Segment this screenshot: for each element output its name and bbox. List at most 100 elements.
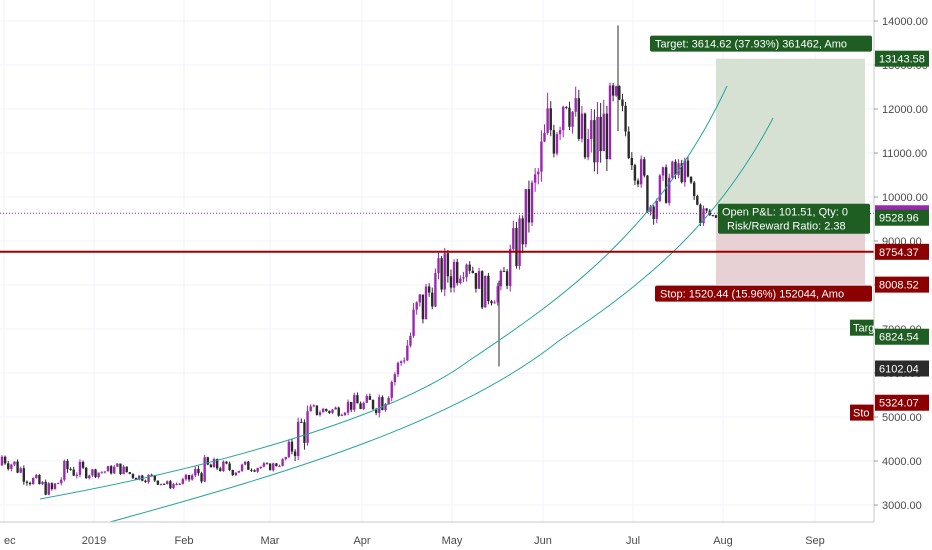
x-tick-label: Mar — [261, 535, 280, 547]
price-marker-bg — [875, 50, 929, 67]
candle-body — [527, 189, 531, 223]
candle-body — [387, 397, 390, 404]
price-marker-bg — [875, 394, 929, 411]
candle-body — [206, 457, 209, 465]
candle-body — [371, 399, 375, 409]
candle-body — [409, 335, 412, 346]
candle-body — [22, 468, 26, 482]
candle-body — [91, 469, 94, 476]
candle-body — [197, 468, 200, 474]
x-tick-label: Aug — [713, 535, 733, 547]
candle-body — [50, 483, 54, 490]
candle-body — [593, 120, 596, 163]
candle-body — [321, 408, 325, 413]
candlestick-series — [0, 25, 718, 496]
candle-body — [671, 161, 674, 178]
price-marker-bg — [875, 209, 929, 226]
price-marker: 13143.58 — [879, 54, 925, 66]
candle-body — [331, 409, 334, 413]
candle-body — [431, 292, 434, 307]
candle-body — [418, 294, 421, 303]
y-tick-label: 5000.00 — [882, 412, 922, 424]
candle-body — [172, 484, 175, 489]
position-labels: Target: 3614.62 (37.93%) 361462, Amo Stop… — [650, 35, 874, 421]
x-tick-label: Jul — [626, 535, 640, 547]
candle-body — [399, 361, 403, 363]
side-label-bg — [850, 319, 874, 336]
candle-body — [19, 468, 22, 473]
trend-channel — [39, 85, 774, 523]
y-axis: 3000.004000.005000.006000.007000.008000.… — [873, 0, 929, 522]
candle-body — [702, 208, 705, 224]
candle-body — [35, 475, 38, 478]
candle-body — [256, 468, 259, 472]
candle-body — [446, 253, 450, 277]
side-label-bg — [850, 404, 874, 421]
candle-body — [505, 271, 509, 286]
candle-body — [396, 362, 400, 375]
candle-body — [222, 461, 225, 472]
candle-body — [116, 463, 119, 467]
candle-body — [393, 374, 397, 382]
candle-body — [53, 483, 57, 490]
candle-body — [94, 469, 97, 478]
candle-body — [166, 481, 169, 484]
candle-body — [649, 206, 652, 213]
candle-body — [611, 85, 615, 96]
candle-body — [237, 470, 241, 473]
candle-body — [624, 105, 627, 132]
candle-body — [250, 469, 253, 471]
x-tick-label: 2019 — [82, 535, 106, 547]
candle-body — [337, 407, 340, 416]
candle-body — [66, 460, 69, 470]
candle-body — [350, 401, 353, 410]
candle-body — [231, 469, 234, 476]
candle-body — [75, 474, 79, 476]
candle-body — [303, 422, 306, 443]
candle-body — [153, 475, 156, 481]
candle-body — [381, 397, 384, 410]
candle-body — [312, 405, 315, 407]
candle-body — [225, 461, 228, 464]
candle-body — [512, 228, 515, 250]
candle-body — [0, 456, 4, 466]
candle-body — [696, 196, 699, 205]
candle-body — [406, 345, 409, 361]
candle-body — [178, 483, 181, 485]
candle-body — [13, 461, 16, 465]
candle-body — [253, 470, 256, 472]
candle-body — [3, 456, 7, 464]
candle-body — [618, 86, 621, 100]
candle-body — [28, 482, 32, 485]
y-tick-label: 12000.00 — [882, 104, 928, 116]
candle-body — [565, 106, 568, 108]
price-marker: 8008.52 — [879, 280, 919, 292]
candle-body — [655, 200, 658, 219]
candle-body — [240, 464, 244, 471]
candle-body — [56, 482, 60, 484]
price-marker: 6102.04 — [879, 364, 919, 376]
candle-body — [359, 403, 362, 409]
candle-body — [515, 228, 518, 266]
candle-body — [555, 134, 559, 154]
candle-body — [200, 473, 203, 482]
candle-body — [346, 401, 350, 413]
candle-body — [452, 261, 456, 288]
x-tick-label: May — [442, 535, 463, 547]
y-tick-label: 14000.00 — [882, 16, 928, 28]
candle-body — [692, 182, 696, 197]
candle-body — [109, 466, 113, 474]
candle-body — [586, 138, 590, 158]
candle-body — [318, 412, 322, 415]
candle-body — [144, 480, 147, 483]
candle-body — [424, 286, 428, 320]
stop-label-bg — [655, 285, 872, 302]
candle-body — [474, 272, 478, 289]
candle-body — [72, 469, 75, 476]
rr-label: Risk/Reward Ratio: 2.38 — [727, 221, 846, 233]
candle-body — [281, 459, 284, 466]
candle-body — [521, 218, 524, 245]
candle-body — [63, 460, 66, 480]
x-tick-label: ec — [4, 535, 16, 547]
